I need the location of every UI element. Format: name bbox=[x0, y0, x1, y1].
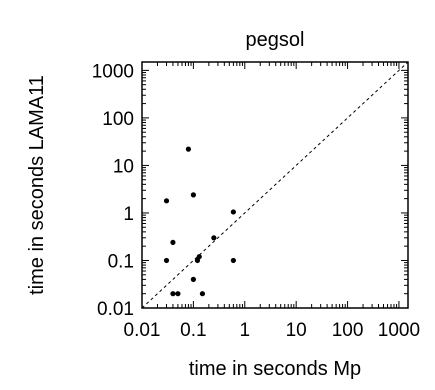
x-axis-ticks: 0.01 0.1 1 10 100 1000 bbox=[124, 62, 420, 341]
data-point bbox=[163, 198, 170, 204]
data-point bbox=[194, 257, 201, 264]
y-tick-label: 0.01 bbox=[97, 299, 134, 320]
plot-frame bbox=[141, 61, 409, 309]
diagonal-line bbox=[141, 61, 409, 309]
data-point bbox=[230, 209, 236, 215]
data-point bbox=[199, 291, 206, 297]
data-point bbox=[170, 239, 176, 246]
y-tick-label: 1 bbox=[123, 204, 134, 225]
y-tick-label: 10 bbox=[113, 156, 134, 177]
x-tick-label: 0.1 bbox=[180, 320, 206, 341]
data-points bbox=[163, 146, 236, 297]
y-tick-label: 1000 bbox=[92, 61, 134, 82]
plot-area: 0.01 0.1 1 10 100 1000 0.01 0.1 1 10 100 1000 bbox=[92, 61, 420, 341]
chart-title: pegsol bbox=[246, 29, 305, 51]
data-point bbox=[163, 257, 170, 264]
x-tick-label: 1 bbox=[239, 320, 250, 341]
x-tick-label: 1000 bbox=[378, 320, 420, 341]
data-point bbox=[190, 192, 196, 198]
x-tick-label: 0.01 bbox=[124, 320, 161, 341]
data-point bbox=[211, 235, 217, 241]
x-tick-label: 10 bbox=[286, 320, 307, 341]
y-tick-label: 0.1 bbox=[108, 251, 134, 272]
x-tick-label: 100 bbox=[332, 320, 364, 341]
data-point bbox=[170, 291, 176, 297]
x-axis-label: time in seconds Mp bbox=[189, 358, 361, 380]
y-axis-ticks: 0.01 0.1 1 10 100 1000 bbox=[92, 61, 408, 320]
data-point bbox=[230, 257, 236, 264]
data-point bbox=[185, 146, 192, 152]
data-point bbox=[190, 276, 196, 282]
y-axis-label: time in seconds LAMA11 bbox=[26, 75, 48, 295]
data-point bbox=[175, 291, 181, 297]
y-tick-label: 100 bbox=[102, 109, 134, 130]
diagonal-reference bbox=[141, 61, 409, 309]
